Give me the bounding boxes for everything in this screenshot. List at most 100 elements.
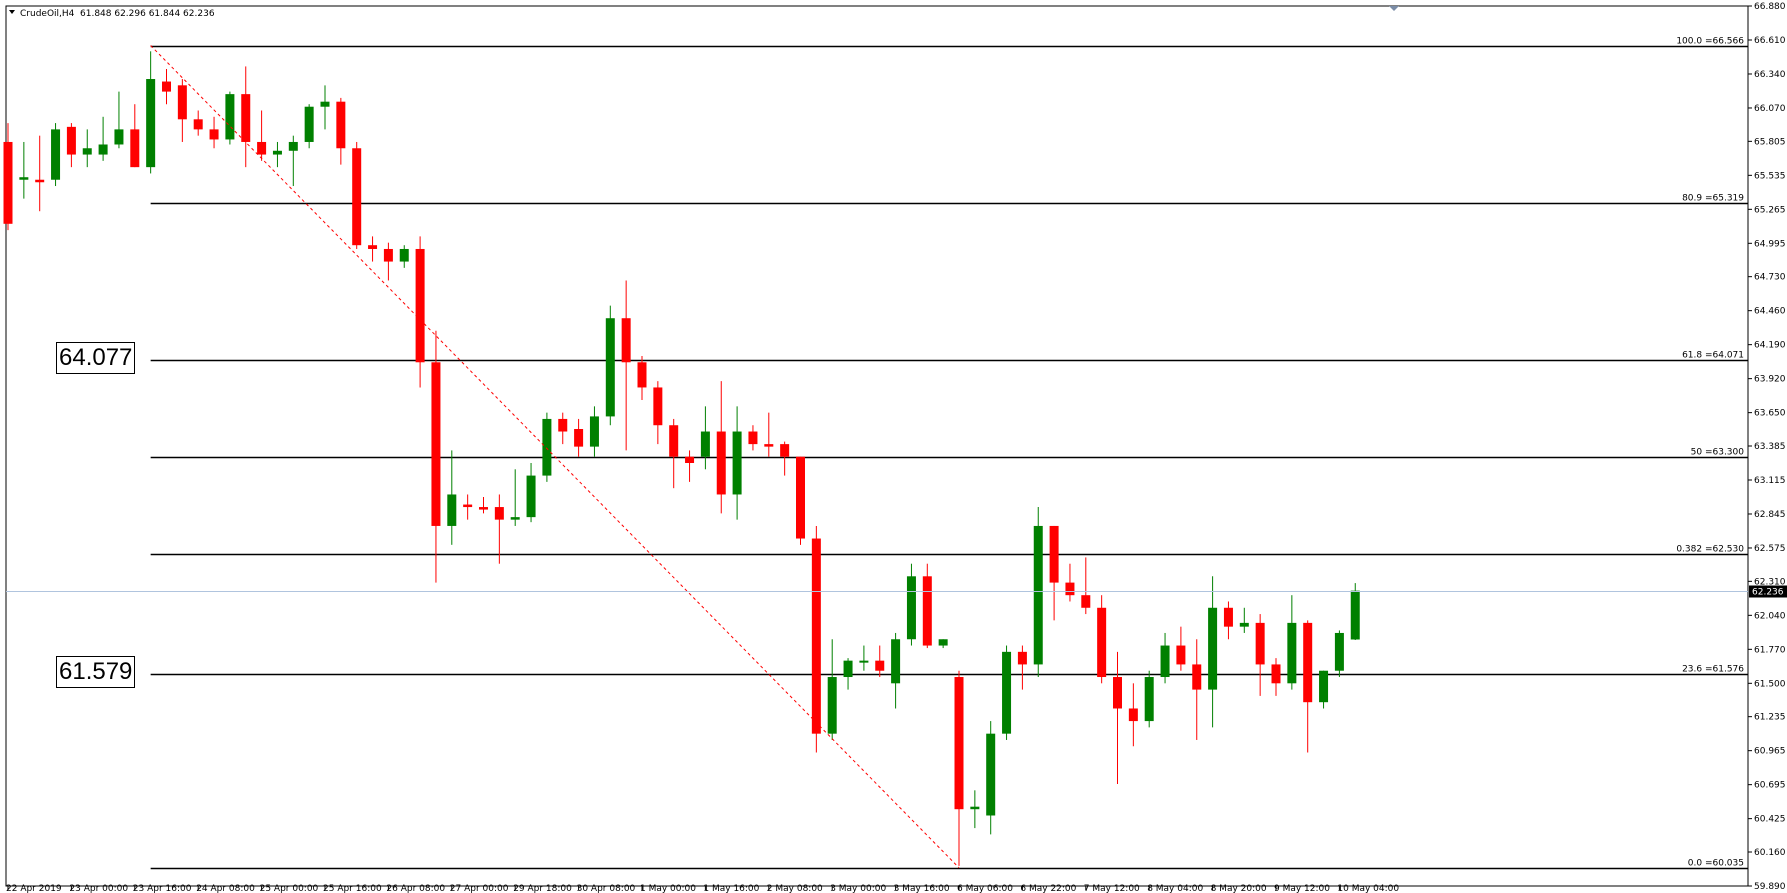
candle-body: [162, 81, 171, 92]
candle-body: [1350, 590, 1360, 640]
time-tick-label: 2 May 08:00: [767, 884, 823, 893]
candle-body: [431, 362, 441, 526]
candle-body: [1033, 525, 1043, 665]
candle-body: [1319, 670, 1329, 703]
candle-body: [415, 248, 425, 363]
candle-body: [589, 416, 599, 447]
time-tick-label: 1 May 16:00: [703, 884, 759, 893]
time-tick-label: 24 Apr 08:00: [196, 884, 255, 893]
candle-body: [510, 517, 520, 520]
price-tick-label: 63.650: [1754, 409, 1786, 419]
trend-line: [150, 45, 960, 869]
time-tick-label: 29 Apr 18:00: [513, 884, 572, 893]
candle-body: [51, 129, 61, 180]
candle-body: [1160, 645, 1170, 678]
time-tick-label: 23 Apr 00:00: [69, 884, 128, 893]
candle-body: [1113, 677, 1122, 709]
dropdown-triangle-icon[interactable]: [9, 10, 15, 14]
time-tick-label: 26 Apr 08:00: [386, 884, 445, 893]
time-tick-label: 25 Apr 00:00: [260, 884, 319, 893]
price-tick-label: 64.995: [1754, 239, 1786, 249]
candle-body: [700, 431, 710, 457]
fib-level-label: 0.382 =62.530: [1676, 545, 1744, 555]
candle-body: [98, 144, 108, 155]
candle-body: [1002, 651, 1012, 734]
candle-body: [1287, 622, 1297, 684]
fib-trend-line: [150, 45, 960, 869]
shift-marker-icon[interactable]: [1389, 6, 1399, 11]
candle-body: [653, 387, 663, 426]
time-tick-label: 9 May 12:00: [1274, 884, 1330, 893]
price-tick-label: 61.235: [1754, 713, 1786, 723]
symbol-label: CrudeOil,H4: [20, 9, 75, 19]
price-axis: 66.880 66.610 66.340 66.070 65.805 65.535 65.2…: [1748, 2, 1786, 892]
price-tick-label: 62.575: [1754, 544, 1786, 554]
time-tick-label: 1 May 00:00: [640, 884, 696, 893]
fib-price-label-lower: 61.579: [56, 656, 136, 689]
price-tick-label: 60.695: [1754, 781, 1786, 791]
candle-body: [241, 94, 251, 142]
price-tick-label: 66.610: [1754, 36, 1786, 46]
candle-body: [336, 101, 346, 149]
candle-body: [146, 79, 156, 168]
candle-body: [859, 660, 869, 663]
candle-body: [891, 639, 901, 684]
price-tick-label: 60.425: [1754, 815, 1786, 825]
candle-body: [986, 733, 996, 816]
candle-body: [320, 101, 330, 107]
candle-body: [780, 444, 790, 457]
fib-price-label-upper: 64.077: [56, 341, 136, 374]
candle-body: [352, 148, 362, 246]
candle-body: [304, 106, 314, 142]
candle-body: [1255, 622, 1265, 665]
candles: [3, 51, 1360, 866]
candle-body: [970, 806, 980, 810]
candle-body: [447, 494, 457, 526]
fib-level-label: 23.6 =61.576: [1682, 665, 1744, 675]
price-tick-label: 62.310: [1754, 577, 1786, 587]
fib-level-label: 50 =63.300: [1691, 448, 1745, 458]
candle-body: [114, 129, 124, 145]
candle-body: [605, 318, 615, 417]
fib-level-label: 80.9 =65.319: [1682, 194, 1744, 204]
candle-body: [1239, 622, 1249, 627]
candle-body: [906, 576, 916, 640]
time-tick-label: 6 May 22:00: [1020, 884, 1076, 893]
candle-body: [1065, 582, 1075, 596]
price-tick-label: 63.115: [1754, 476, 1786, 486]
candle-body: [1176, 645, 1186, 665]
price-tick-label: 63.385: [1754, 442, 1786, 452]
candle-body: [1192, 664, 1202, 690]
ohlc-values: 61.848 62.296 61.844 62.236: [80, 9, 215, 19]
time-tick-label: 27 Apr 00:00: [450, 884, 509, 893]
candle-body: [732, 431, 742, 495]
candle-body: [748, 431, 758, 445]
plot-frame: [5, 5, 1749, 887]
time-tick-label: 10 May 04:00: [1337, 884, 1399, 893]
candle-body: [1049, 525, 1059, 583]
price-tick-label: 64.460: [1754, 307, 1786, 317]
candle-body: [383, 248, 393, 262]
price-tick-label: 60.965: [1754, 747, 1786, 757]
time-tick-label: 3 May 00:00: [830, 884, 886, 893]
candle-body: [938, 639, 948, 646]
price-tick-label: 66.340: [1754, 70, 1786, 80]
candle-body: [526, 475, 536, 518]
candle-body: [875, 660, 885, 671]
current-price-box: [1749, 585, 1787, 598]
candle-body: [225, 94, 235, 140]
candle-body: [558, 418, 568, 432]
price-tick-label: 61.500: [1754, 679, 1786, 689]
candle-body: [954, 677, 964, 810]
candle-body: [1144, 677, 1154, 722]
candle-body: [1017, 651, 1027, 665]
candle-body: [288, 141, 298, 151]
candle-body: [542, 418, 552, 476]
price-tick-label: 64.730: [1754, 273, 1786, 283]
price-tick-label: 65.805: [1754, 137, 1786, 147]
candle-body: [66, 126, 76, 155]
candle-body: [637, 362, 647, 388]
candle-body: [193, 119, 203, 130]
candle-body: [19, 177, 29, 180]
